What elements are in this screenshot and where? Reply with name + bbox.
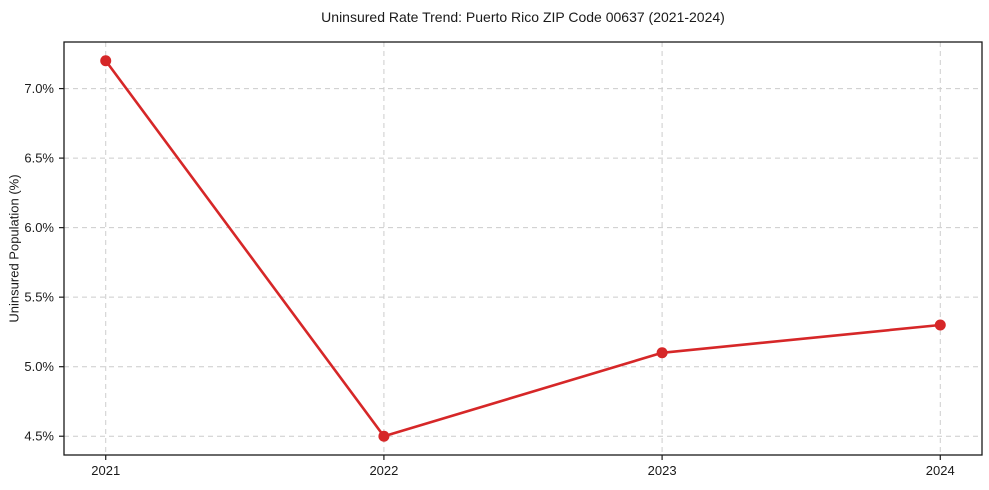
data-point bbox=[100, 55, 112, 67]
x-tick-label: 2021 bbox=[91, 463, 120, 478]
y-tick-label: 6.0% bbox=[24, 220, 54, 235]
data-point bbox=[378, 430, 390, 442]
chart-title: Uninsured Rate Trend: Puerto Rico ZIP Co… bbox=[321, 9, 725, 25]
y-tick-label: 4.5% bbox=[24, 429, 54, 444]
y-tick-label: 7.0% bbox=[24, 81, 54, 96]
plot-area bbox=[63, 41, 983, 456]
x-tick-label: 2024 bbox=[926, 463, 955, 478]
y-tick-label: 5.0% bbox=[24, 359, 54, 374]
y-tick-label: 5.5% bbox=[24, 290, 54, 305]
x-tick-label: 2023 bbox=[648, 463, 677, 478]
trend-line bbox=[104, 59, 942, 438]
x-tick-label: 2022 bbox=[369, 463, 398, 478]
data-point bbox=[656, 347, 668, 359]
y-tick-label: 6.5% bbox=[24, 151, 54, 166]
data-point bbox=[934, 319, 946, 331]
